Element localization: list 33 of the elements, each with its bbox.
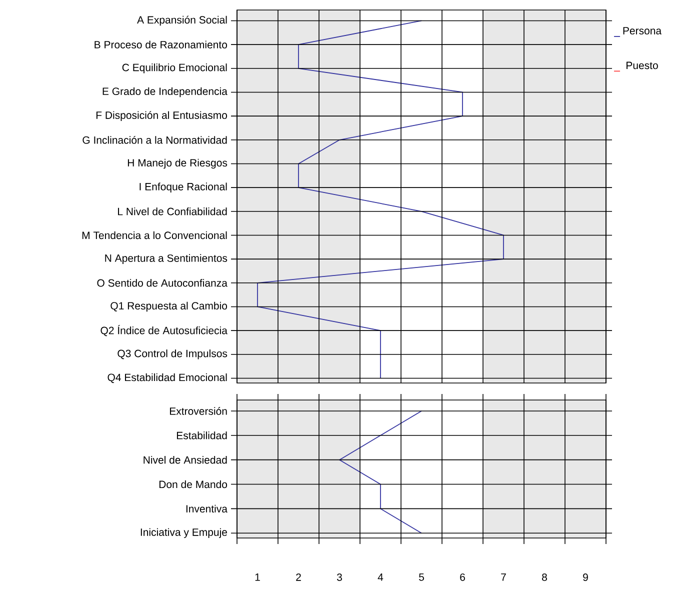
y-tick-label: Iniciativa y Empuje [140, 528, 228, 538]
y-tick-label: Don de Mando [159, 480, 228, 488]
y-tick-label: Q4 Estabilidad Emocional [108, 373, 227, 384]
y-tick-label: Nivel de Ansiedad [144, 456, 227, 464]
y-tick-label: Inventiva [186, 504, 228, 513]
y-tick-label: N Apertura a Sentimientos [105, 254, 228, 264]
y-tick-label: L Nivel de Confiabilidad [118, 208, 227, 216]
x-tick-label: 1 [255, 574, 260, 581]
y-tick-label: E Grado de Independencia [102, 87, 228, 98]
legend-label: Puesto [626, 62, 658, 70]
y-tick-label: O Sentido de Autoconfianza [97, 279, 228, 287]
x-tick-label: 9 [583, 574, 588, 581]
x-tick-label: 8 [542, 574, 547, 581]
x-tick-label: 6 [460, 574, 465, 581]
y-tick-label: Extroversión [170, 407, 227, 415]
y-tick-label: H Manejo de Riesgos [128, 158, 228, 169]
y-tick-label: Estabilidad [176, 432, 227, 440]
y-tick-label: G Inclinación a la Normatividad [82, 136, 227, 144]
y-tick-label: Q2 Índice de Autosuficiecia [100, 325, 228, 336]
y-tick-label: B Proceso de Razonamiento [94, 40, 228, 48]
x-tick-label: 2 [296, 574, 301, 581]
x-tick-label: 5 [419, 574, 424, 581]
y-tick-label: C Equilibrio Emocional [122, 63, 227, 74]
x-tick-label: 4 [378, 574, 384, 581]
legend-label: Persona [623, 27, 662, 34]
y-tick-label: M Tendencia a lo Convencional [82, 231, 227, 240]
y-tick-label: Q1 Respuesta al Cambio [110, 302, 228, 312]
x-tick-label: 3 [336, 574, 342, 581]
x-tick-label: 7 [501, 574, 506, 581]
y-tick-label: A Expansión Social [137, 16, 227, 26]
y-tick-label: F Disposición al Entusiasmo [96, 111, 228, 121]
y-tick-label: Q3 Control de Impulsos [118, 349, 228, 360]
y-tick-label: I Enfoque Racional [140, 182, 227, 192]
